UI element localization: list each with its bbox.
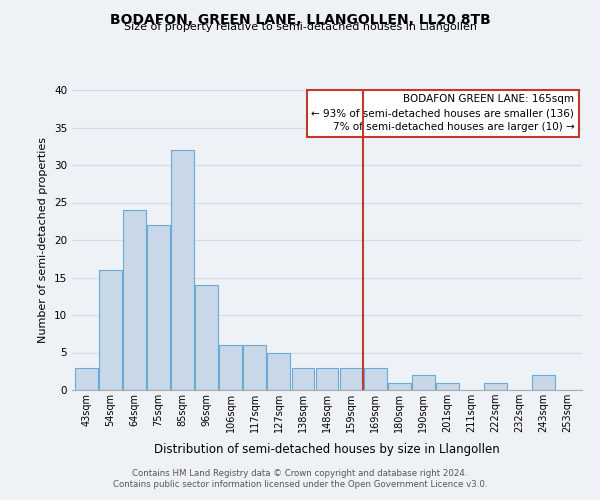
Bar bbox=[75, 368, 98, 390]
Bar bbox=[123, 210, 146, 390]
Text: BODAFON GREEN LANE: 165sqm
← 93% of semi-detached houses are smaller (136)
7% of: BODAFON GREEN LANE: 165sqm ← 93% of semi… bbox=[311, 94, 574, 132]
Text: BODAFON, GREEN LANE, LLANGOLLEN, LL20 8TB: BODAFON, GREEN LANE, LLANGOLLEN, LL20 8T… bbox=[110, 12, 490, 26]
Bar bbox=[532, 375, 555, 390]
Bar bbox=[412, 375, 434, 390]
Bar bbox=[436, 382, 459, 390]
Text: Size of property relative to semi-detached houses in Llangollen: Size of property relative to semi-detach… bbox=[124, 22, 476, 32]
Bar bbox=[364, 368, 386, 390]
Text: Distribution of semi-detached houses by size in Llangollen: Distribution of semi-detached houses by … bbox=[154, 442, 500, 456]
Text: Contains HM Land Registry data © Crown copyright and database right 2024.: Contains HM Land Registry data © Crown c… bbox=[132, 468, 468, 477]
Bar bbox=[388, 382, 410, 390]
Bar bbox=[340, 368, 362, 390]
Bar bbox=[316, 368, 338, 390]
Bar bbox=[244, 345, 266, 390]
Text: Contains public sector information licensed under the Open Government Licence v3: Contains public sector information licen… bbox=[113, 480, 487, 489]
Bar bbox=[292, 368, 314, 390]
Bar bbox=[195, 285, 218, 390]
Y-axis label: Number of semi-detached properties: Number of semi-detached properties bbox=[38, 137, 49, 343]
Bar bbox=[99, 270, 122, 390]
Bar bbox=[147, 225, 170, 390]
Bar bbox=[171, 150, 194, 390]
Bar bbox=[220, 345, 242, 390]
Bar bbox=[268, 352, 290, 390]
Bar bbox=[484, 382, 507, 390]
